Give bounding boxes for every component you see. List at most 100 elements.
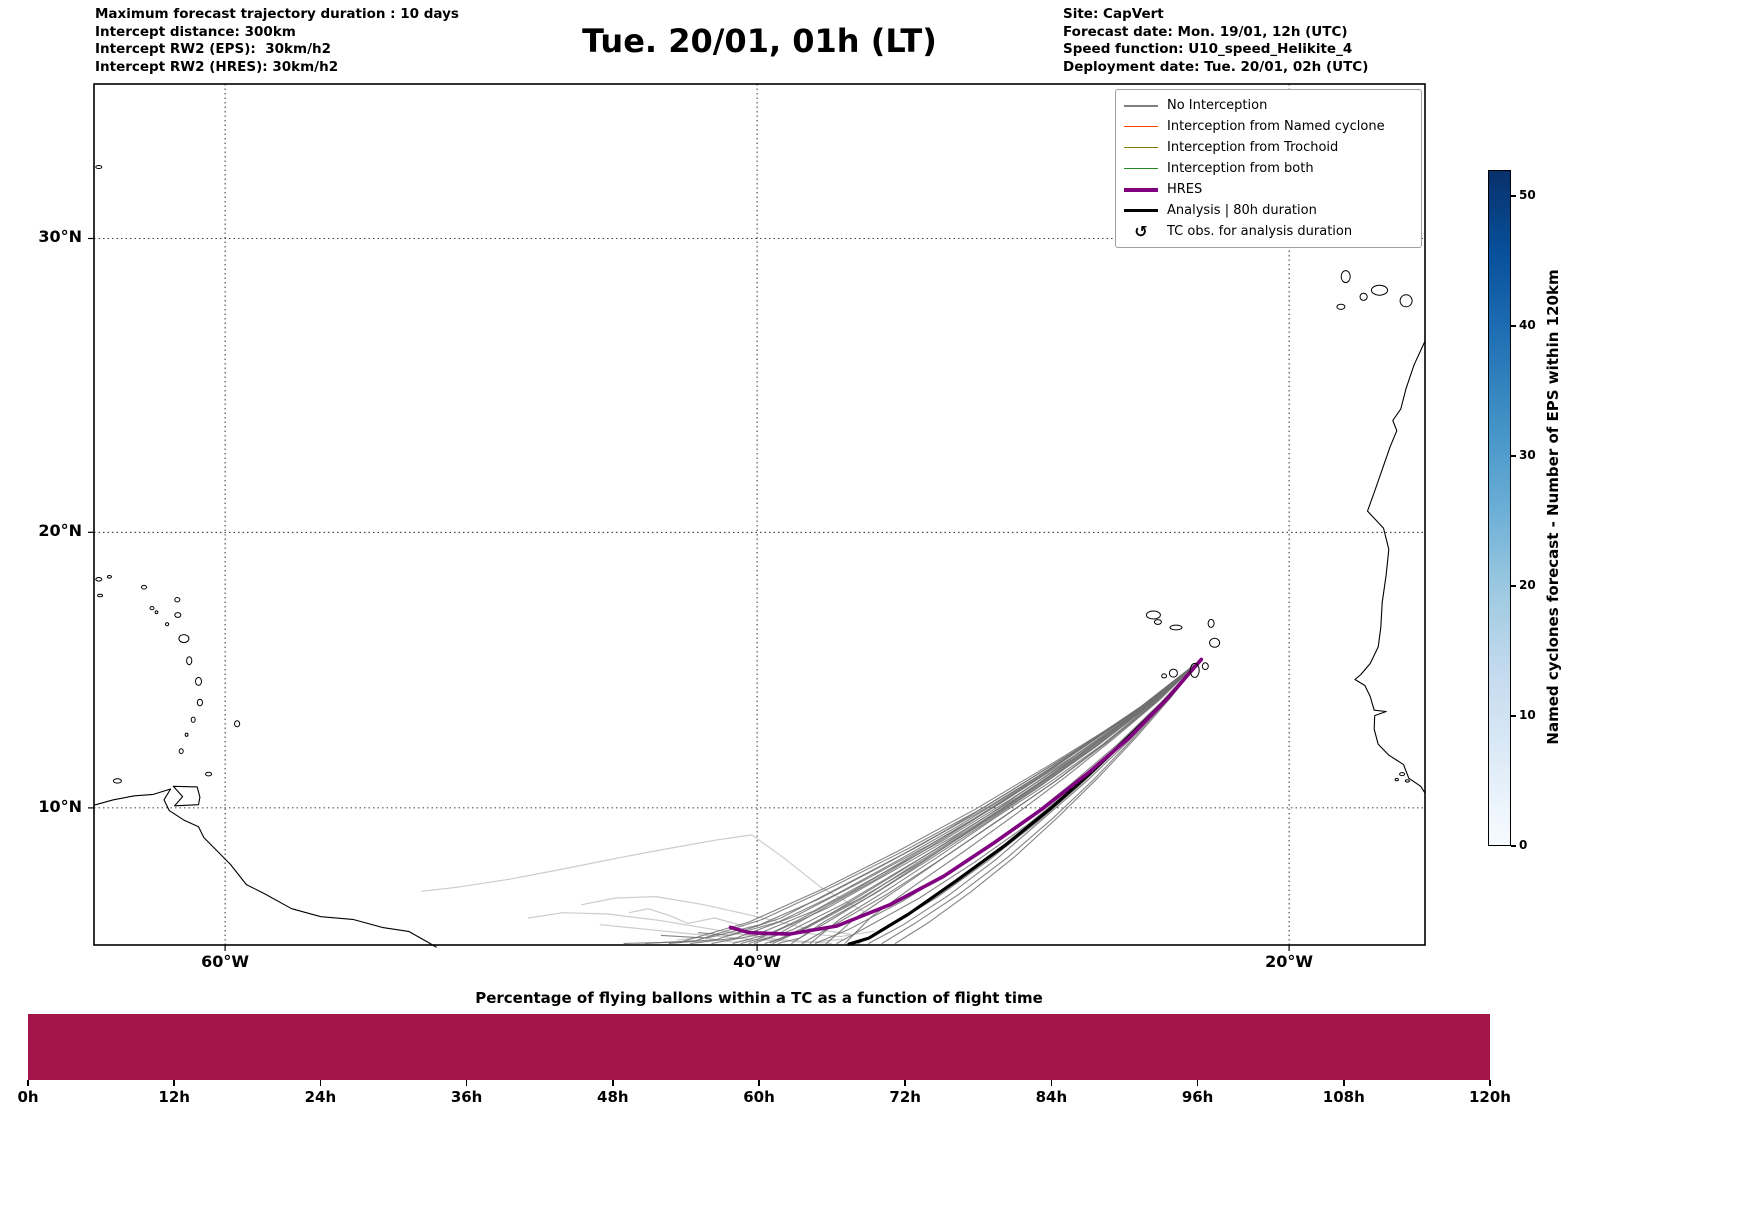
island-tobago (205, 771, 213, 777)
bar-x-tick-label: 96h (1181, 1088, 1214, 1106)
island-bijagos-2 (1404, 779, 1410, 783)
lon-tick-label: 60°W (201, 952, 250, 971)
header-right-line: Site: CapVert (1063, 6, 1164, 22)
trajectory-map (88, 83, 1426, 951)
bar-x-tick-label: 36h (450, 1088, 483, 1106)
legend-item: ↺ TC obs. for analysis duration (1124, 221, 1413, 242)
tc-obs-symbol: ↺ (1134, 221, 1148, 241)
trajectory-hres (728, 657, 1204, 936)
coastline-trinidad (172, 785, 201, 807)
header-left-block: Maximum forecast trajectory duration : 1… (95, 6, 459, 76)
island-brava (1161, 673, 1167, 679)
header-right-line: Deployment date: Tue. 20/01, 02h (UTC) (1063, 58, 1369, 75)
colorbar-tick (1511, 715, 1516, 717)
island-st-croix (97, 593, 104, 598)
page-title: Tue. 20/01, 01h (LT) (582, 22, 937, 60)
bar-x-tick (1489, 1080, 1491, 1086)
legend-item: Interception from Trochoid (1124, 137, 1413, 158)
header-left-line: Intercept RW2 (EPS): 30km/h2 (95, 41, 331, 57)
bar-x-tick (27, 1080, 29, 1086)
legend-line-sample (1124, 209, 1158, 212)
bar-x-tick-label: 12h (158, 1088, 190, 1106)
legend-item: Interception from Named cyclone (1124, 116, 1413, 137)
legend-label: Interception from Trochoid (1167, 140, 1339, 155)
island-santo-antao (1145, 610, 1161, 620)
bar-chart-title: Percentage of flying ballons within a TC… (475, 989, 1043, 1007)
legend-line-sample (1124, 126, 1158, 127)
legend-line (1124, 126, 1158, 127)
legend-line (1124, 209, 1158, 212)
island-bijagos-1 (1399, 772, 1406, 777)
trajectory-no-interception (801, 658, 1202, 944)
island-martinique (195, 676, 202, 686)
legend-item: No Interception (1124, 95, 1413, 116)
colorbar-tick-label: 0 (1519, 838, 1528, 852)
colorbar-tick-label: 20 (1519, 578, 1536, 592)
island-bijagos-3 (1394, 777, 1399, 782)
trajectory-no-interception-faded (628, 908, 745, 927)
trajectory-no-interception (881, 658, 1202, 944)
island-nevis (154, 610, 159, 615)
header-right-line: Speed function: U10_speed_Helikite_4 (1063, 41, 1353, 57)
island-santiago (1189, 662, 1200, 678)
island-guadeloupe (178, 634, 190, 644)
legend-label: Interception from both (1167, 161, 1314, 176)
colorbar-axis-label: Named cyclones forecast - Number of EPS … (1544, 269, 1562, 745)
header-left-line: Intercept distance: 300km (95, 23, 296, 40)
legend-label: HRES (1167, 182, 1203, 197)
island-st-kitts (149, 606, 155, 611)
colorbar-tick (1511, 845, 1516, 847)
trajectory-no-interception-faded (421, 834, 865, 912)
island-dominica (186, 656, 193, 666)
trajectory-no-interception (769, 658, 1202, 944)
bar-x-tick-label: 120h (1469, 1088, 1511, 1106)
colorbar (1488, 170, 1511, 846)
legend-line (1124, 147, 1158, 148)
lat-tick-label: 30°N (38, 227, 82, 247)
island-virgin-1 (95, 577, 103, 582)
header-left-line: Intercept RW2 (HRES): 30km/h2 (95, 58, 339, 75)
bar-x-tick (173, 1080, 175, 1086)
island-bermuda (95, 165, 103, 169)
legend-item: Interception from both (1124, 158, 1413, 179)
bar-x-tick (465, 1080, 468, 1086)
island-la-palma (1340, 270, 1351, 284)
colorbar-tick-label: 40 (1519, 318, 1536, 332)
trajectory-no-interception (668, 658, 1202, 944)
bar-x-tick-label: 60h (743, 1088, 775, 1106)
bar-x-tick (1050, 1080, 1053, 1086)
island-gran-canaria (1399, 294, 1413, 308)
trajectory-no-interception (777, 658, 1202, 944)
island-fogo (1168, 668, 1178, 678)
trajectory-no-interception (764, 658, 1202, 944)
header-left-line: Maximum forecast trajectory duration : 1… (95, 6, 459, 22)
trajectory-no-interception (623, 658, 1202, 944)
tc-obs-icon: ↺ (1124, 221, 1158, 241)
island-sal (1207, 618, 1215, 628)
trajectory-no-interception (809, 658, 1202, 944)
lon-tick-label: 20°W (1265, 952, 1314, 971)
island-sao-nicolau (1169, 624, 1183, 631)
island-st-vincent (190, 716, 196, 723)
island-barbados (234, 720, 241, 728)
legend-item: Analysis | 80h duration (1124, 200, 1413, 221)
trajectory-no-interception (740, 658, 1202, 944)
bar-x-tick (319, 1080, 322, 1086)
colorbar-gradient (1489, 171, 1510, 845)
island-montserrat (165, 622, 170, 627)
colorbar-tick (1511, 455, 1516, 457)
legend-line-sample (1124, 147, 1158, 148)
bar-x-tick (1196, 1080, 1199, 1086)
island-antigua (174, 612, 182, 618)
legend-label: No Interception (1167, 98, 1268, 113)
island-st-martin (141, 584, 147, 590)
island-el-hierro (1336, 303, 1346, 310)
trajectory-no-interception (711, 658, 1202, 944)
legend-label: Interception from Named cyclone (1167, 119, 1385, 134)
island-sao-vicente (1153, 619, 1162, 625)
island-virgin-2 (106, 575, 112, 579)
island-grenada (178, 748, 184, 754)
island-tenerife (1371, 284, 1388, 296)
lat-tick-label: 10°N (38, 796, 82, 816)
